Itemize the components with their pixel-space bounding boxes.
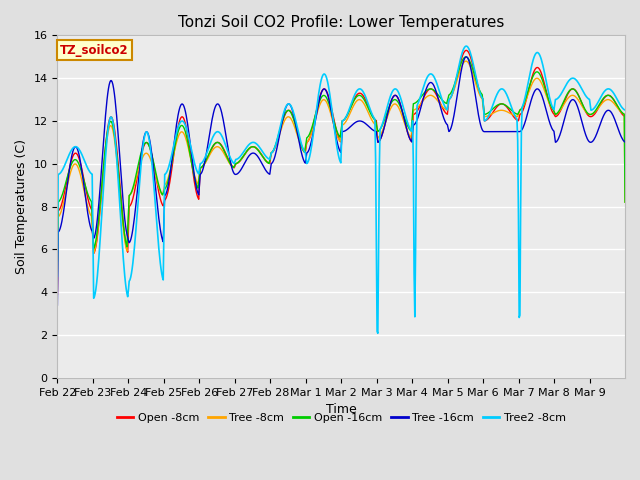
Open -8cm (225, 156, 232, 162)
Open -8cm (462, 48, 470, 53)
Open -8cm (274, 136, 282, 142)
Open -16cm (253, 145, 260, 151)
Open -16cm (54, 258, 61, 264)
Open -8cm (120, 228, 128, 233)
Open -16cm (621, 199, 629, 205)
Tree2 -8cm (401, 109, 408, 115)
Tree -16cm (120, 209, 128, 215)
Tree2 -8cm (274, 133, 282, 139)
Tree2 -8cm (621, 107, 629, 113)
Tree -16cm (621, 139, 629, 145)
Tree -8cm (54, 268, 61, 274)
X-axis label: Time: Time (326, 403, 356, 416)
Open -8cm (432, 90, 440, 96)
Open -16cm (432, 89, 440, 95)
Open -16cm (274, 134, 282, 140)
Open -8cm (621, 114, 629, 120)
Tree -8cm (253, 145, 260, 151)
Tree -16cm (253, 152, 260, 158)
Line: Open -16cm: Open -16cm (58, 57, 625, 261)
Tree -8cm (400, 118, 408, 124)
Open -8cm (54, 291, 61, 297)
Text: TZ_soilco2: TZ_soilco2 (60, 44, 129, 57)
Tree -16cm (54, 302, 61, 308)
Tree -16cm (274, 141, 282, 146)
Tree2 -8cm (225, 150, 232, 156)
Tree -16cm (432, 87, 440, 93)
Tree2 -8cm (462, 43, 470, 49)
Tree -8cm (432, 96, 440, 101)
Tree -8cm (274, 137, 282, 143)
Tree -16cm (400, 114, 408, 120)
Tree -8cm (225, 158, 232, 164)
Tree2 -8cm (433, 79, 440, 85)
Tree2 -8cm (120, 264, 128, 270)
Open -8cm (253, 145, 260, 151)
Line: Open -8cm: Open -8cm (58, 50, 625, 294)
Tree -16cm (225, 147, 232, 153)
Tree -8cm (462, 58, 470, 64)
Open -16cm (120, 228, 128, 233)
Open -16cm (225, 157, 232, 163)
Open -16cm (462, 54, 470, 60)
Line: Tree2 -8cm: Tree2 -8cm (58, 46, 625, 333)
Tree -8cm (621, 199, 629, 205)
Open -16cm (400, 113, 408, 119)
Tree -8cm (120, 232, 128, 238)
Open -8cm (400, 114, 408, 120)
Y-axis label: Soil Temperatures (C): Soil Temperatures (C) (15, 139, 28, 274)
Tree2 -8cm (374, 330, 381, 336)
Line: Tree -8cm: Tree -8cm (58, 61, 625, 271)
Line: Tree -16cm: Tree -16cm (58, 57, 625, 305)
Tree -16cm (462, 54, 470, 60)
Legend: Open -8cm, Tree -8cm, Open -16cm, Tree -16cm, Tree2 -8cm: Open -8cm, Tree -8cm, Open -16cm, Tree -… (112, 408, 570, 427)
Tree2 -8cm (54, 273, 61, 279)
Title: Tonzi Soil CO2 Profile: Lower Temperatures: Tonzi Soil CO2 Profile: Lower Temperatur… (178, 15, 504, 30)
Tree2 -8cm (253, 141, 260, 147)
